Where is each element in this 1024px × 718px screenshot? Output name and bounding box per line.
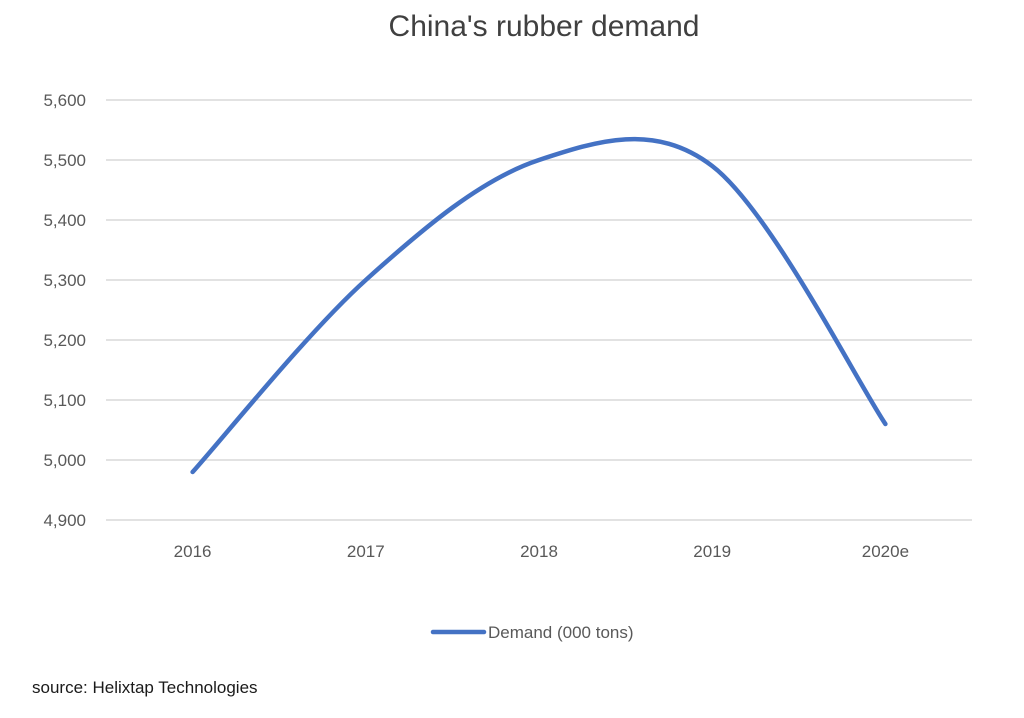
y-tick-label: 5,000	[43, 451, 86, 470]
series-line	[190, 136, 888, 475]
y-tick-label: 4,900	[43, 511, 86, 530]
x-tick-label: 2017	[347, 542, 385, 561]
y-tick-label: 5,500	[43, 151, 86, 170]
series-group	[190, 136, 888, 475]
x-axis: 2016 2017 2018 2019 2020e	[174, 542, 909, 561]
gridlines	[106, 99, 972, 521]
y-axis: 4,900 5,000 5,100 5,200 5,300 5,400 5,500 5,600	[43, 91, 86, 530]
y-tick-label: 5,200	[43, 331, 86, 350]
y-tick-label: 5,400	[43, 211, 86, 230]
x-tick-label: 2016	[174, 542, 212, 561]
data-point	[709, 163, 715, 169]
y-tick-label: 5,600	[43, 91, 86, 110]
x-tick-label: 2020e	[862, 542, 909, 561]
chart-title: China's rubber demand	[389, 10, 700, 43]
source-note: source: Helixtap Technologies	[32, 678, 258, 697]
data-point	[536, 157, 542, 163]
y-tick-label: 5,300	[43, 271, 86, 290]
data-point	[190, 469, 196, 475]
y-tick-label: 5,100	[43, 391, 86, 410]
x-tick-label: 2018	[520, 542, 558, 561]
x-tick-label: 2019	[693, 542, 731, 561]
legend: Demand (000 tons)	[430, 623, 634, 642]
data-point	[882, 421, 888, 427]
legend-label: Demand (000 tons)	[488, 623, 634, 642]
data-point	[363, 277, 369, 283]
